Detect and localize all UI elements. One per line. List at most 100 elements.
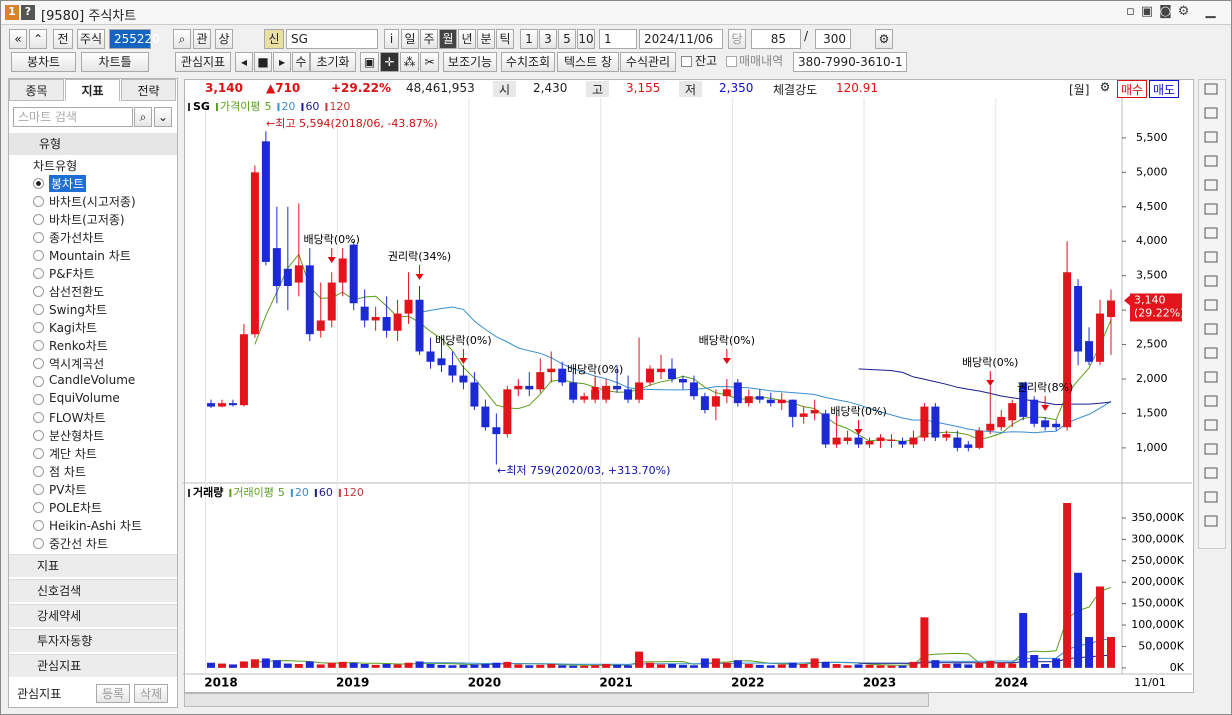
toolbar-item[interactable]: 수: [292, 52, 310, 72]
chart-type-item[interactable]: Swing차트: [49, 303, 108, 317]
chart-type-item[interactable]: P&F차트: [49, 267, 95, 281]
toolbar-item[interactable]: 차트틀: [81, 52, 149, 72]
radio[interactable]: [33, 502, 44, 513]
toolbar-item[interactable]: 85: [751, 29, 801, 49]
toolbar-item[interactable]: 관심지표: [175, 52, 231, 72]
panel-tab[interactable]: 전략: [121, 79, 176, 101]
radio[interactable]: [33, 304, 44, 315]
radio[interactable]: [33, 430, 44, 441]
toolbar-item[interactable]: 매매내역: [739, 54, 784, 68]
register-button[interactable]: 등록: [96, 684, 130, 703]
panel-section[interactable]: 강세약세: [9, 604, 177, 627]
tool-button[interactable]: ✛: [380, 52, 399, 72]
chart-type-item[interactable]: POLE차트: [49, 501, 103, 515]
toolbar-item[interactable]: /: [804, 29, 809, 43]
radio[interactable]: [33, 448, 44, 459]
radio[interactable]: [33, 484, 44, 495]
toolbar-item[interactable]: i: [384, 29, 399, 49]
panel-section[interactable]: 지표: [9, 554, 177, 577]
toolbar-item[interactable]: 신: [264, 29, 284, 49]
chart-type-item[interactable]: Renko차트: [49, 339, 108, 353]
chart-type-item[interactable]: 계단 차트: [49, 447, 97, 461]
radio[interactable]: [33, 196, 44, 207]
toolbar-item[interactable]: 년: [458, 29, 476, 49]
radio[interactable]: [33, 358, 44, 369]
toolbar-item[interactable]: 틱: [496, 29, 514, 49]
radio[interactable]: [33, 232, 44, 243]
radio[interactable]: [33, 520, 44, 531]
sell-button[interactable]: 매도: [1149, 80, 1179, 98]
chart-type-item[interactable]: Mountain 차트: [49, 249, 131, 263]
window-controls[interactable]: ▫▣◙⚙ ▁ ▢ ✕: [1126, 4, 1232, 19]
tool-button[interactable]: ✂: [420, 52, 439, 72]
chart-type-item[interactable]: 중간선 차트: [49, 537, 109, 551]
toolbar-item[interactable]: SG: [286, 29, 378, 49]
tree-group[interactable]: 유형: [9, 133, 177, 155]
radio[interactable]: [33, 178, 44, 189]
panel-tab[interactable]: 종목: [9, 79, 64, 101]
radio[interactable]: [33, 340, 44, 351]
toolbar-item[interactable]: 300: [815, 29, 851, 49]
tree-subgroup[interactable]: 차트유형: [33, 159, 78, 173]
nav-first[interactable]: «: [9, 29, 27, 49]
toolbar-item[interactable]: 관: [193, 29, 211, 49]
radio[interactable]: [33, 322, 44, 333]
search-box[interactable]: 스마트 검색: [13, 107, 133, 127]
panel-section[interactable]: 신호검색: [9, 579, 177, 602]
chart-type-item[interactable]: EquiVolume: [49, 391, 120, 405]
buy-button[interactable]: 매수: [1117, 80, 1147, 98]
toolbar-item[interactable]: 3: [539, 29, 557, 49]
chart-type-item[interactable]: 삼선전환도: [49, 285, 105, 299]
radio[interactable]: [33, 286, 44, 297]
chart-type-item[interactable]: 바차트(시고저종): [49, 195, 136, 209]
toolbar-item[interactable]: 텍스트 창: [557, 52, 619, 72]
toolbar-item[interactable]: 255220: [109, 29, 160, 49]
toolbar-item[interactable]: 잔고: [695, 54, 718, 68]
toolbar-item[interactable]: 5: [558, 29, 576, 49]
search-icon[interactable]: ⌕: [173, 29, 191, 49]
chart-type-item[interactable]: 역시계곡선: [49, 357, 105, 371]
toolbar-item[interactable]: 1: [599, 29, 637, 49]
toolbar-item[interactable]: 1: [520, 29, 538, 49]
toolbar-item[interactable]: 수치조회: [501, 52, 555, 72]
nav-button[interactable]: ■: [254, 52, 272, 72]
radio[interactable]: [33, 538, 44, 549]
panel-tab[interactable]: 지표: [65, 79, 120, 101]
radio[interactable]: [33, 412, 44, 423]
chart-type-item[interactable]: 바차트(고저종): [49, 213, 125, 227]
toolbar-item[interactable]: 당: [728, 29, 746, 49]
tool-button[interactable]: ⁂: [400, 52, 419, 72]
radio[interactable]: [33, 214, 44, 225]
radio[interactable]: [33, 250, 44, 261]
help-button[interactable]: ?: [21, 5, 35, 20]
settings-icon[interactable]: ⚙: [875, 29, 893, 49]
toolbar-item[interactable]: 10: [577, 29, 595, 49]
delete-button[interactable]: 삭제: [134, 684, 168, 703]
chart-type-item[interactable]: Kagi차트: [49, 321, 98, 335]
toolbar-item[interactable]: 일: [401, 29, 419, 49]
scrollbar[interactable]: [184, 693, 929, 707]
toolbar-item[interactable]: 봉차트: [11, 52, 76, 72]
checkbox[interactable]: [681, 56, 692, 67]
chart-type-item[interactable]: 분산형차트: [49, 429, 105, 443]
radio[interactable]: [33, 268, 44, 279]
nav-button[interactable]: ◂: [235, 52, 253, 72]
toolbar-item[interactable]: 주식: [77, 29, 105, 49]
toolbar-item[interactable]: 월: [439, 29, 457, 49]
toolbar-item[interactable]: 전: [53, 29, 73, 49]
chart-type-item[interactable]: 점 차트: [49, 465, 86, 479]
checkbox[interactable]: [726, 56, 737, 67]
toolbar-item[interactable]: 분: [477, 29, 495, 49]
search-button[interactable]: ⌕: [134, 107, 152, 127]
chart-type-item[interactable]: 종가선차트: [49, 231, 105, 245]
toolbar-item[interactable]: 주: [420, 29, 438, 49]
chart-type-item[interactable]: 봉차트: [49, 175, 87, 192]
radio[interactable]: [33, 376, 44, 387]
nav-button[interactable]: ▸: [273, 52, 291, 72]
toolbar-item[interactable]: 2024/11/06: [639, 29, 723, 49]
toolbar-item[interactable]: 보조기능: [443, 52, 497, 72]
chart-type-item[interactable]: CandleVolume: [49, 373, 136, 387]
radio[interactable]: [33, 466, 44, 477]
expand-button[interactable]: ⌄: [154, 107, 172, 127]
radio[interactable]: [33, 394, 44, 405]
